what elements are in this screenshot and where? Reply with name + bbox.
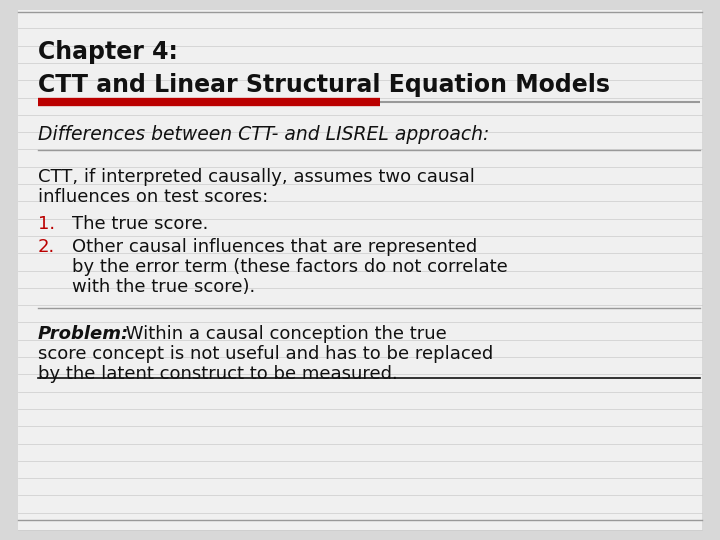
Text: influences on test scores:: influences on test scores: [38,188,269,206]
Text: by the latent construct to be measured.: by the latent construct to be measured. [38,365,397,383]
Text: CTT, if interpreted causally, assumes two causal: CTT, if interpreted causally, assumes tw… [38,168,475,186]
Text: Within a causal conception the true: Within a causal conception the true [120,325,446,343]
Text: Problem:: Problem: [38,325,130,343]
Text: The true score.: The true score. [72,215,208,233]
Text: score concept is not useful and has to be replaced: score concept is not useful and has to b… [38,345,493,363]
Text: Other causal influences that are represented: Other causal influences that are represe… [72,238,477,256]
Text: with the true score).: with the true score). [72,278,256,296]
Text: CTT and Linear Structural Equation Models: CTT and Linear Structural Equation Model… [38,73,610,97]
Text: 1.: 1. [38,215,55,233]
Text: 2.: 2. [38,238,55,256]
Text: by the error term (these factors do not correlate: by the error term (these factors do not … [72,258,508,276]
Text: Differences between CTT- and LISREL approach:: Differences between CTT- and LISREL appr… [38,125,490,144]
Text: Chapter 4:: Chapter 4: [38,40,178,64]
